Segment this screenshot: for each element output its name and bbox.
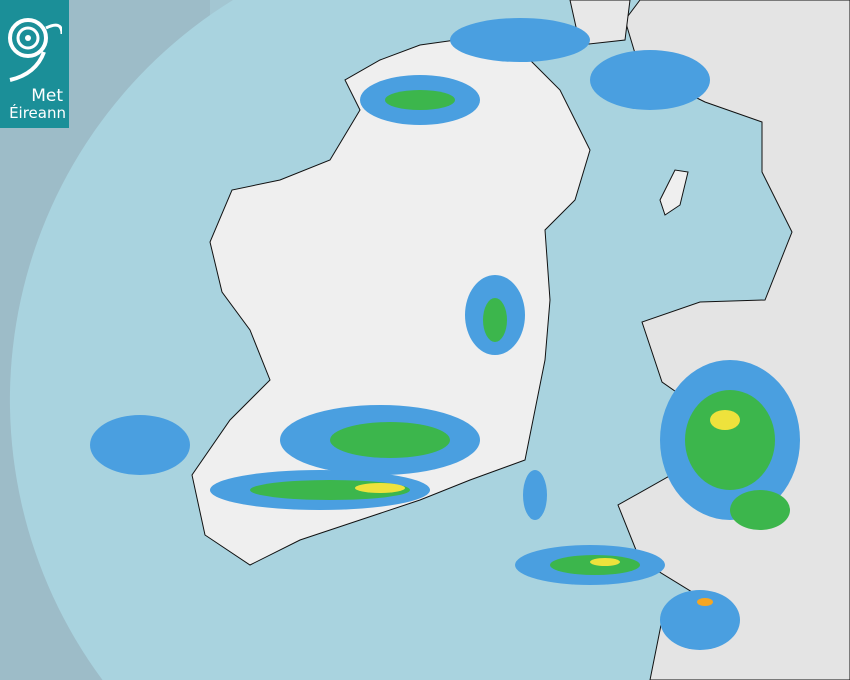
land-isle-of-man <box>659 169 689 216</box>
logo-text-met: Met <box>31 86 63 106</box>
land-britain <box>617 0 850 680</box>
logo-text-eireann: Éireann <box>9 104 66 122</box>
swirl-logo-icon <box>8 18 62 82</box>
met-eireann-logo: Met Éireann <box>0 0 69 128</box>
rain-echoes <box>90 18 800 650</box>
